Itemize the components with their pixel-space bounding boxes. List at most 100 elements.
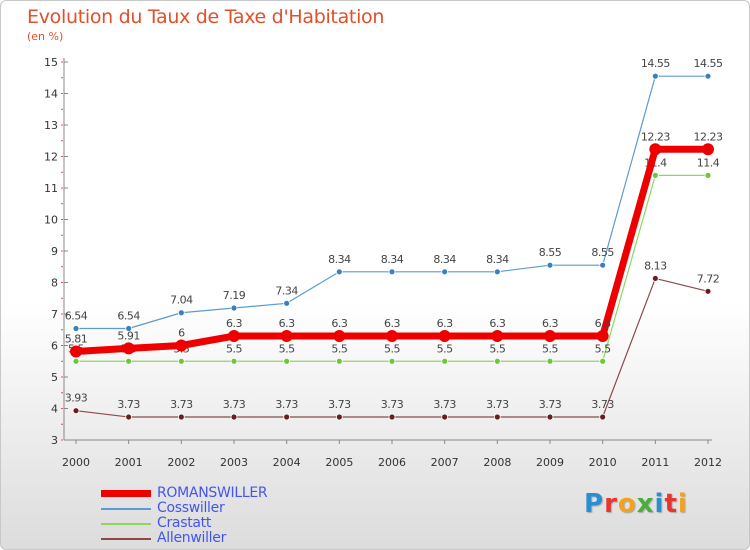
data-label-allenwiller: 3.73 bbox=[381, 398, 404, 411]
data-point-cosswiller bbox=[704, 72, 712, 80]
data-label-allenwiller: 3.73 bbox=[275, 398, 298, 411]
x-tick-label: 2006 bbox=[378, 456, 406, 469]
data-point-allenwiller bbox=[230, 413, 238, 421]
x-tick-label: 2012 bbox=[694, 456, 722, 469]
data-label-crastatt: 5.5 bbox=[489, 342, 505, 355]
legend-item: Cosswiller bbox=[101, 501, 267, 516]
legend-item: Crastatt bbox=[101, 516, 267, 531]
data-point-romanswiller bbox=[386, 330, 398, 343]
data-label-romanswiller: 6.3 bbox=[331, 317, 347, 330]
data-point-allenwiller bbox=[72, 407, 80, 415]
chart-title: Evolution du Taux de Taxe d'Habitation bbox=[27, 6, 385, 28]
data-label-cosswiller: 6.54 bbox=[65, 309, 88, 322]
legend-swatch bbox=[101, 522, 151, 525]
data-label-romanswiller: 5.91 bbox=[117, 329, 140, 342]
data-label-crastatt: 5.5 bbox=[331, 342, 347, 355]
data-label-allenwiller: 8.13 bbox=[644, 259, 667, 272]
data-point-cosswiller bbox=[177, 309, 185, 317]
data-label-allenwiller: 3.73 bbox=[223, 398, 246, 411]
data-point-cosswiller bbox=[125, 325, 133, 332]
data-label-romanswiller: 6.3 bbox=[437, 317, 453, 330]
y-tick-label: 5 bbox=[51, 371, 58, 384]
logo-letter: t bbox=[664, 489, 678, 519]
data-label-cosswiller: 6.54 bbox=[117, 309, 140, 322]
data-label-romanswiller: 6.3 bbox=[384, 317, 400, 330]
data-point-cosswiller bbox=[599, 261, 607, 269]
data-label-crastatt: 5.5 bbox=[226, 342, 242, 355]
data-label-allenwiller: 7.72 bbox=[697, 272, 720, 285]
logo-letter: i bbox=[677, 489, 688, 519]
x-tick-label: 2003 bbox=[220, 456, 248, 469]
y-tick-label: 12 bbox=[44, 151, 58, 164]
data-label-allenwiller: 3.73 bbox=[170, 398, 193, 411]
data-point-crastatt bbox=[388, 357, 396, 365]
legend-swatch bbox=[101, 507, 151, 510]
data-point-cosswiller bbox=[388, 268, 396, 276]
logo-letter: x bbox=[636, 489, 655, 519]
data-point-crastatt bbox=[177, 357, 185, 365]
chart-legend: ROMANSWILLER Cosswiller Crastatt Allenwille… bbox=[101, 485, 268, 546]
data-point-allenwiller bbox=[125, 413, 133, 421]
y-tick-label: 13 bbox=[44, 119, 58, 132]
x-tick-label: 2001 bbox=[115, 456, 143, 469]
data-point-romanswiller bbox=[333, 330, 346, 343]
x-tick-label: 2005 bbox=[325, 456, 353, 469]
data-label-crastatt: 5.5 bbox=[542, 342, 558, 355]
data-label-cosswiller: 8.34 bbox=[328, 253, 351, 266]
legend-label: Cosswiller bbox=[157, 500, 225, 516]
data-point-allenwiller bbox=[546, 413, 554, 421]
data-point-romanswiller bbox=[596, 330, 609, 343]
data-point-cosswiller bbox=[651, 72, 659, 80]
data-label-cosswiller: 8.34 bbox=[486, 253, 509, 266]
data-label-cosswiller: 8.55 bbox=[539, 246, 562, 259]
data-point-cosswiller bbox=[335, 268, 343, 276]
data-label-allenwiller: 3.73 bbox=[117, 398, 140, 411]
data-label-crastatt: 5.5 bbox=[279, 342, 295, 355]
data-label-cosswiller: 8.55 bbox=[591, 246, 614, 259]
data-point-romanswiller bbox=[649, 143, 662, 156]
legend-item: ROMANSWILLER bbox=[101, 485, 268, 501]
data-point-cosswiller bbox=[230, 304, 238, 312]
data-point-romanswiller bbox=[280, 330, 293, 343]
data-label-allenwiller: 3.73 bbox=[539, 398, 562, 411]
x-tick-label: 2002 bbox=[167, 456, 195, 469]
y-tick-label: 6 bbox=[51, 340, 58, 353]
logo-letter: o bbox=[617, 489, 637, 519]
data-label-romanswiller: 6.3 bbox=[489, 317, 505, 330]
x-tick-label: 2008 bbox=[483, 456, 511, 469]
y-tick-label: 11 bbox=[44, 182, 58, 195]
legend-label: ROMANSWILLER bbox=[157, 485, 268, 501]
data-point-cosswiller bbox=[441, 268, 449, 276]
data-label-allenwiller: 3.73 bbox=[591, 398, 614, 411]
data-point-cosswiller bbox=[546, 261, 554, 269]
x-tick-label: 2004 bbox=[273, 456, 301, 469]
x-tick-label: 2011 bbox=[641, 456, 669, 469]
logo-letter: r bbox=[604, 489, 618, 519]
data-point-cosswiller bbox=[493, 268, 501, 276]
x-tick-label: 2007 bbox=[431, 456, 459, 469]
data-point-allenwiller bbox=[493, 413, 501, 421]
data-point-crastatt bbox=[230, 357, 238, 365]
data-point-crastatt bbox=[441, 357, 449, 365]
data-label-romanswiller: 12.23 bbox=[694, 130, 723, 143]
data-label-cosswiller: 14.55 bbox=[694, 57, 723, 70]
data-point-allenwiller bbox=[441, 413, 449, 421]
data-point-allenwiller bbox=[599, 413, 607, 421]
data-point-cosswiller bbox=[283, 299, 291, 307]
data-label-allenwiller: 3.73 bbox=[328, 398, 351, 411]
data-label-romanswiller: 6.3 bbox=[279, 317, 295, 330]
data-point-crastatt bbox=[546, 357, 554, 365]
data-label-cosswiller: 7.34 bbox=[275, 284, 298, 297]
data-point-romanswiller bbox=[228, 330, 240, 343]
data-point-allenwiller bbox=[283, 413, 291, 421]
data-label-romanswiller: 6.3 bbox=[595, 317, 611, 330]
legend-label: Crastatt bbox=[157, 515, 212, 531]
data-label-allenwiller: 3.73 bbox=[486, 398, 509, 411]
data-point-romanswiller bbox=[491, 330, 504, 343]
data-point-romanswiller bbox=[122, 342, 135, 355]
data-point-allenwiller bbox=[335, 413, 343, 421]
legend-swatch bbox=[101, 490, 151, 497]
data-label-romanswiller: 12.23 bbox=[641, 130, 670, 143]
data-point-crastatt bbox=[651, 171, 659, 179]
